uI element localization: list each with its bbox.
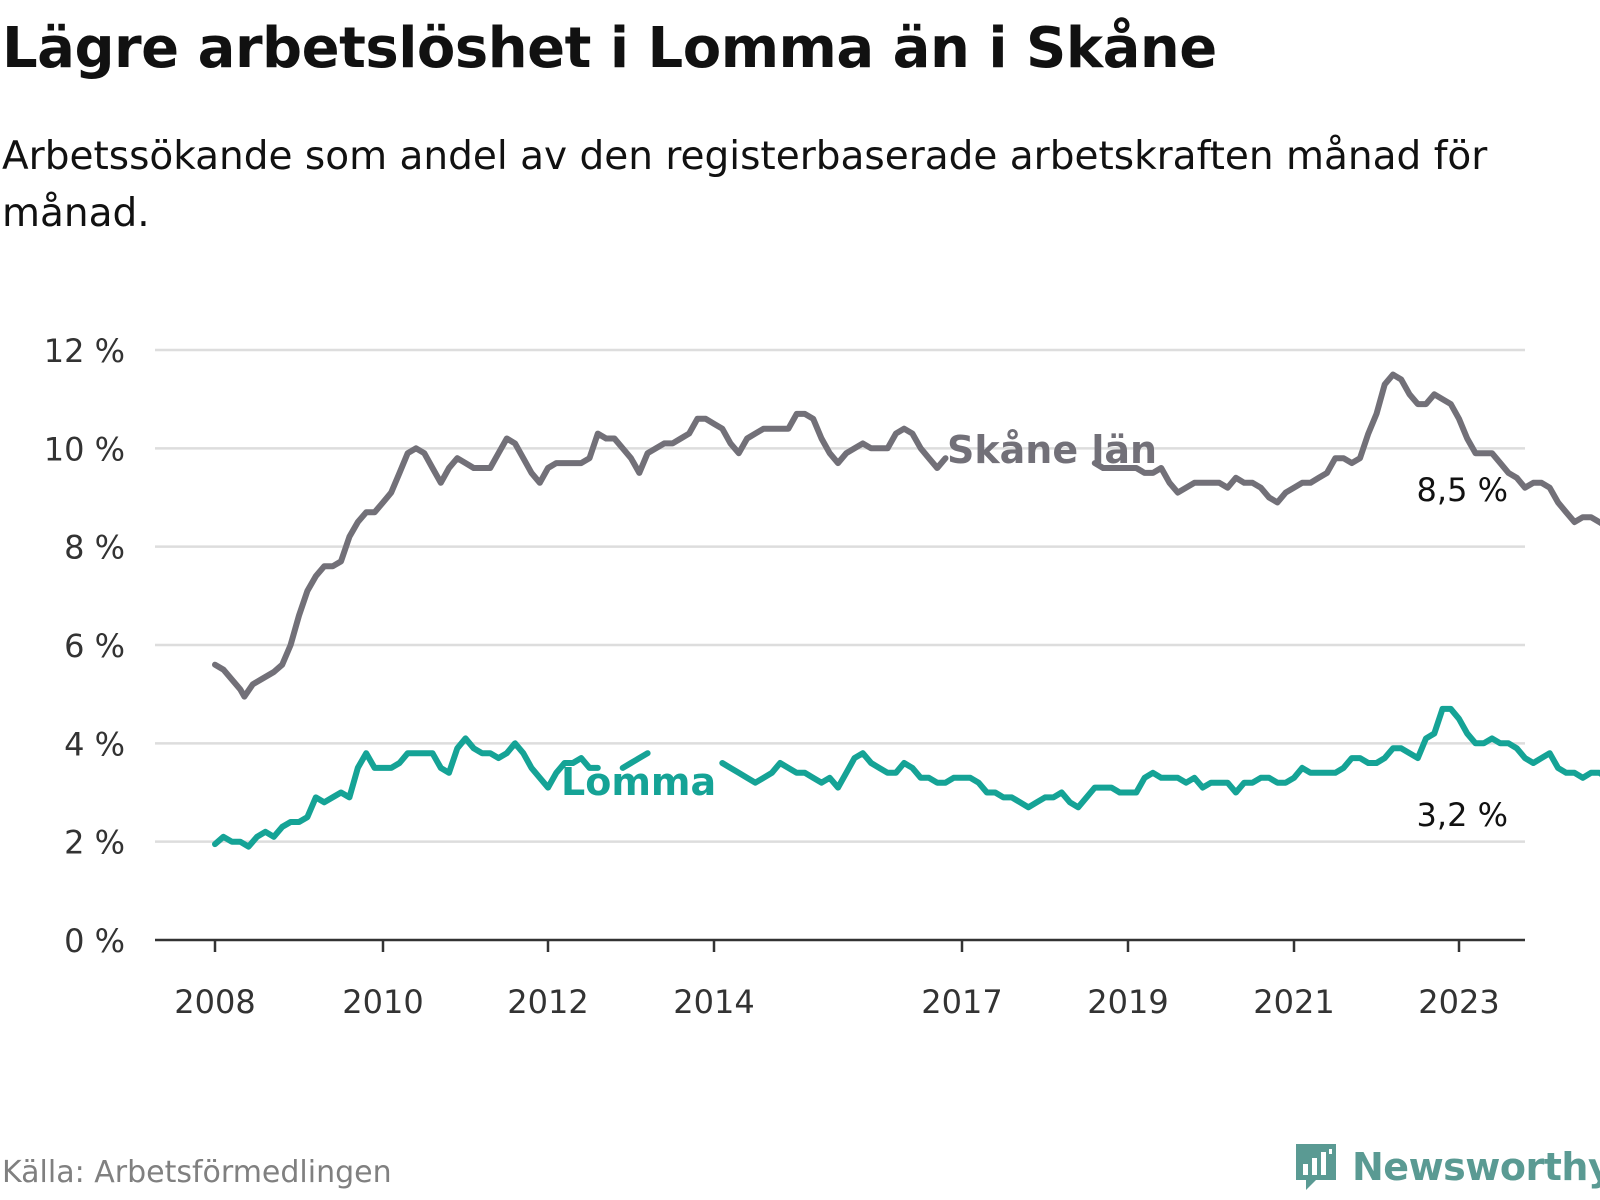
x-tick-label: 2010 bbox=[342, 983, 423, 1021]
y-tick-label: 12 % bbox=[44, 332, 125, 370]
axes bbox=[155, 938, 1525, 952]
y-tick-label: 0 % bbox=[64, 922, 125, 960]
series-line-lomma bbox=[719, 705, 1600, 811]
series-line-sk-ne-l-n bbox=[1091, 371, 1600, 527]
x-tick-label: 2012 bbox=[507, 983, 588, 1021]
series-line-lomma bbox=[619, 750, 651, 771]
series-line-sk-ne-l-n bbox=[212, 410, 949, 700]
end-value-label-skane: 8,5 % bbox=[1417, 471, 1508, 509]
y-tick-label: 2 % bbox=[64, 824, 125, 862]
line-chart: 0 % 2 % 4 % 6 % 8 % 10 % 12 % 2008 2010 2012 2014 2… bbox=[44, 332, 1600, 1021]
chart-title: Lägre arbetslöshet i Lomma än i Skåne bbox=[2, 16, 1217, 81]
series-label-skane: Skåne län bbox=[947, 428, 1157, 472]
x-tick-label: 2023 bbox=[1418, 983, 1499, 1021]
x-tick-label: 2014 bbox=[673, 983, 754, 1021]
y-tick-label: 10 % bbox=[44, 430, 125, 468]
x-tick-label: 2019 bbox=[1087, 983, 1168, 1021]
series-line-lomma bbox=[212, 735, 601, 850]
series-label-lomma: Lomma bbox=[561, 760, 716, 804]
series-lines bbox=[212, 371, 1600, 850]
y-tick-label: 8 % bbox=[64, 529, 125, 567]
bar-chart-speech-bubble-icon bbox=[1296, 1144, 1336, 1190]
brand-logo: Newsworthy bbox=[1292, 1140, 1600, 1194]
x-tick-label: 2017 bbox=[921, 983, 1002, 1021]
y-tick-label: 6 % bbox=[64, 627, 125, 665]
brand-name: Newsworthy bbox=[1352, 1145, 1600, 1189]
source-note: Källa: Arbetsförmedlingen bbox=[2, 1155, 392, 1190]
grid-lines bbox=[155, 348, 1525, 843]
labels: 0 % 2 % 4 % 6 % 8 % 10 % 12 % 2008 2010 2012 2014 2… bbox=[44, 332, 1508, 1021]
chart-subtitle: Arbetssökande som andel av den registerb… bbox=[2, 134, 1488, 236]
end-value-label-lomma: 3,2 % bbox=[1417, 796, 1508, 834]
x-tick-label: 2021 bbox=[1253, 983, 1334, 1021]
x-tick-label: 2008 bbox=[174, 983, 255, 1021]
y-tick-label: 4 % bbox=[64, 725, 125, 763]
